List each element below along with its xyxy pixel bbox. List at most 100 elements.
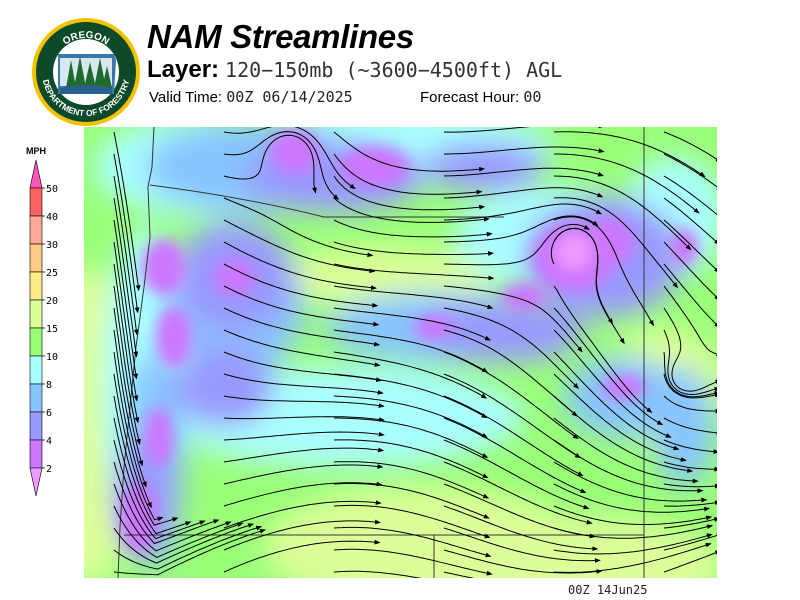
streamline [663,219,717,274]
low-wind-area [212,259,256,295]
streamline [553,533,713,555]
streamline [113,417,192,535]
streamline [113,131,141,292]
streamline [443,127,605,133]
streamline [223,307,381,347]
streamline [443,439,590,510]
streamline [663,483,717,489]
streamline [223,219,376,274]
streamline [113,529,266,576]
streamline [333,570,422,578]
streamline [333,241,495,256]
streamline [333,131,485,172]
low-wind-area [670,229,698,265]
streamline [663,439,717,455]
streamline [663,533,717,551]
streamline [553,373,687,462]
streamline [443,549,603,574]
streamline [333,285,494,309]
wind-speed-area [424,142,544,192]
streamline [223,416,385,422]
colorbar-legend: MPH 50 40 30 25 20 15 10 8 6 4 2 [26,146,58,497]
streamline [663,241,717,301]
streamline [553,542,712,573]
wind-speed-area [274,247,494,307]
colorbar-over-triangle [29,159,43,189]
colorbar-tick-label: 20 [46,296,58,307]
streamline [223,481,383,507]
streamline [553,307,664,426]
low-wind-area [556,234,592,270]
streamline [443,203,602,221]
streamline [663,417,717,436]
colorbar-segment-40-50 [29,187,43,217]
streamline [113,197,139,358]
streamline [113,523,255,564]
streamline [113,285,141,446]
streamline [553,329,672,438]
page-title: NAM Streamlines [147,18,414,55]
valid-time-value: 00Z 06/14/2025 [226,88,353,106]
streamline [333,219,493,238]
streamline [223,285,380,327]
colorbar-segment-30-40 [29,215,43,245]
streamline [223,539,381,573]
wind-speed-area [174,347,274,427]
colorbar-segment-10-15 [29,327,43,357]
streamline [444,146,605,155]
streamline [333,373,488,419]
streamline [443,285,583,353]
streamline [113,483,232,552]
colorbar-tick-label: 10 [46,352,58,363]
streamline [443,215,599,243]
colorbar-segment-25-30 [29,243,43,273]
colorbar-tick-label: 30 [46,240,58,251]
streamline [223,131,340,200]
streamline [223,519,381,551]
streamline [333,483,490,519]
streamline [663,373,717,399]
streamline [663,550,717,573]
colorbar-segment-15-20 [29,299,43,329]
streamline [333,197,490,223]
streamline [663,175,717,220]
streamline [333,395,488,438]
valid-time: Valid Time: 00Z 06/14/2025 [149,88,353,106]
streamline [443,417,587,493]
streamline [663,395,717,414]
layer-value: 120−150mb (~3600−4500ft) AGL [225,58,563,82]
low-wind-area [142,239,186,295]
streamline [663,461,717,472]
streamline [443,223,590,266]
streamline [663,285,717,357]
streamline [333,307,491,341]
streamline [663,329,717,396]
streamline [663,500,717,507]
streamline [553,439,704,494]
streamline [443,395,584,477]
streamline [113,219,139,380]
valid-time-label: Valid Time: [149,89,223,106]
streamline [553,351,680,451]
streamline [333,461,490,499]
streamline [113,263,140,424]
streamline [113,373,164,522]
streamline [443,351,579,440]
streamline [663,153,717,191]
streamline [443,461,593,525]
streamline [553,395,694,473]
colorbar-units: MPH [26,146,46,156]
low-wind-area [156,307,192,367]
colorbar-segment-6-8 [29,383,43,413]
streamline [334,417,489,458]
low-wind-area [584,217,634,267]
streamline [553,131,706,177]
oregon-department-of-forestry-logo: OREGON DEPARTMENT OF FORESTRY [32,18,140,126]
streamline [113,307,144,467]
streamline [223,329,381,367]
streamline [223,197,374,258]
colorbar-under-triangle [29,467,43,497]
streamline [333,175,486,211]
streamline [663,263,717,328]
streamline [443,307,579,389]
